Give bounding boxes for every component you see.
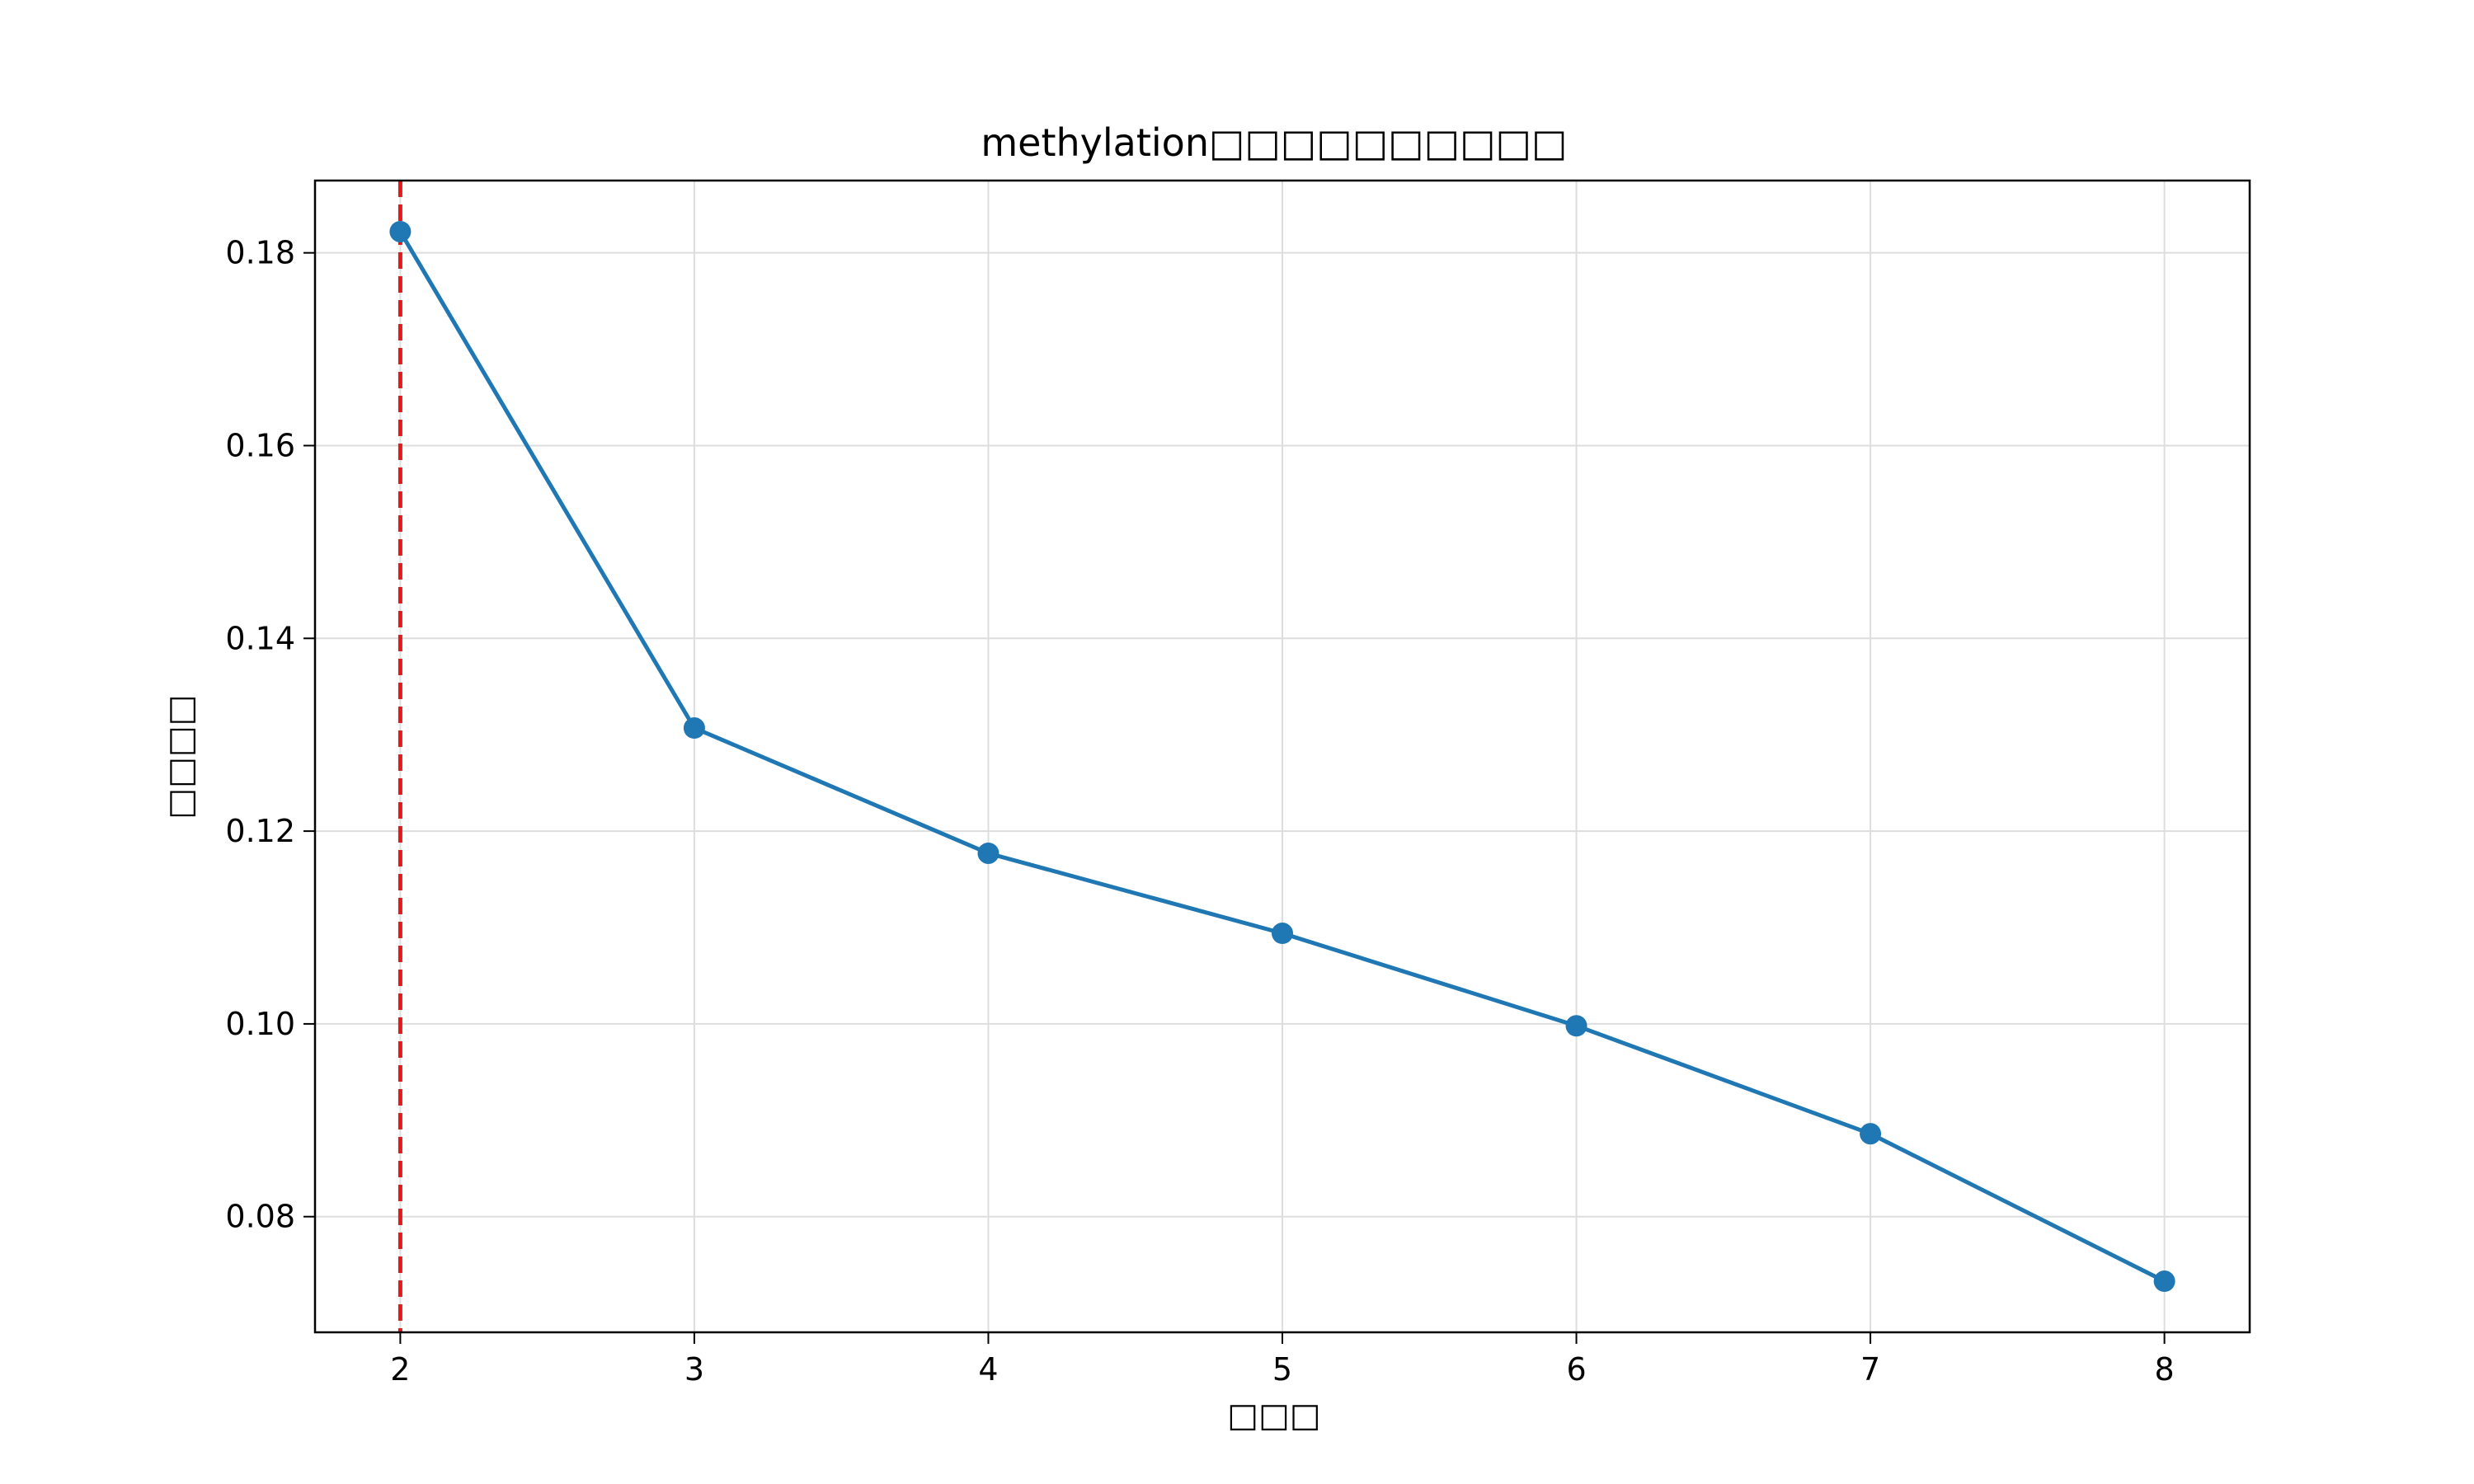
x-tick-label: 8 bbox=[2155, 1351, 2175, 1388]
series-group bbox=[389, 220, 2175, 1293]
y-tick-label: 0.12 bbox=[225, 813, 295, 849]
y-tick-label: 0.14 bbox=[225, 620, 295, 656]
data-point bbox=[1272, 923, 1293, 945]
y-axis-ticks: 0.08 0.10 0.12 0.14 0.16 0.18 bbox=[225, 235, 315, 1235]
grid-lines bbox=[315, 181, 2250, 1332]
x-axis-label: □□□ bbox=[1227, 1397, 1320, 1435]
x-tick-label: 3 bbox=[684, 1351, 704, 1388]
y-axis-label: □□□□ bbox=[162, 694, 200, 819]
x-tick-label: 2 bbox=[390, 1351, 410, 1388]
x-tick-label: 5 bbox=[1272, 1351, 1292, 1388]
data-point bbox=[1565, 1015, 1587, 1037]
x-tick-label: 7 bbox=[1860, 1351, 1880, 1388]
data-point bbox=[389, 220, 412, 242]
x-axis-ticks: 2 3 4 5 6 7 8 bbox=[390, 1332, 2175, 1388]
data-point bbox=[977, 842, 999, 864]
data-point bbox=[2153, 1270, 2175, 1293]
data-point bbox=[1860, 1123, 1882, 1145]
data-point bbox=[683, 717, 705, 740]
chart-title: methylation□□□□□□□□□□ bbox=[981, 120, 1567, 165]
x-tick-label: 6 bbox=[1566, 1351, 1586, 1388]
y-tick-label: 0.08 bbox=[225, 1199, 295, 1235]
y-tick-label: 0.16 bbox=[225, 427, 295, 463]
y-tick-label: 0.18 bbox=[225, 235, 295, 271]
y-tick-label: 0.10 bbox=[225, 1006, 295, 1042]
x-tick-label: 4 bbox=[978, 1351, 998, 1388]
